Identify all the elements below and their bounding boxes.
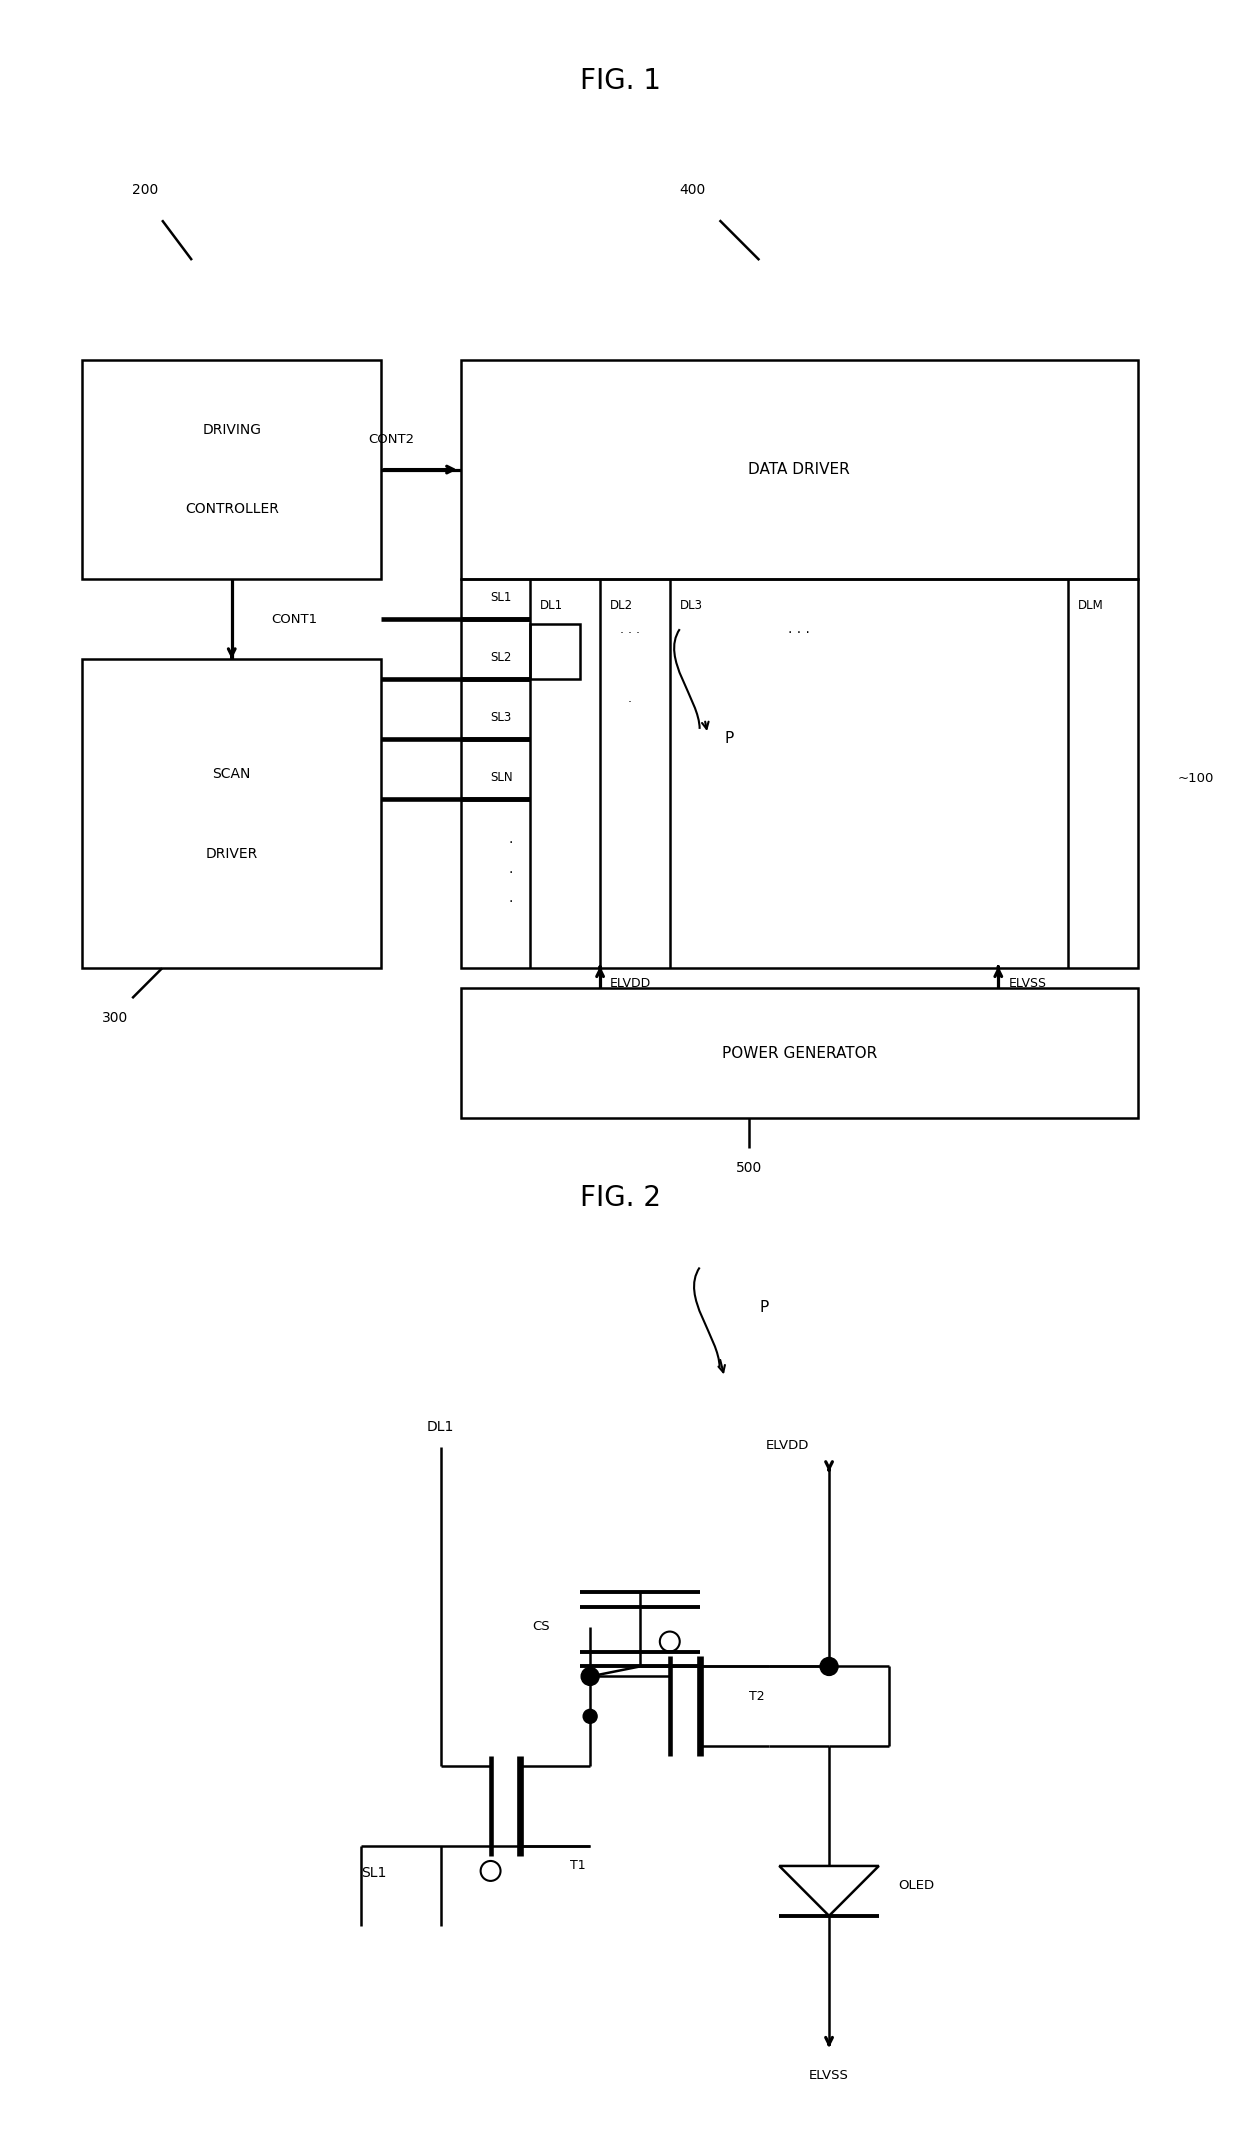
Text: .: . xyxy=(508,861,512,876)
Bar xyxy=(531,625,580,679)
Text: . . .: . . . xyxy=(789,623,810,636)
Text: POWER GENERATOR: POWER GENERATOR xyxy=(722,1046,877,1061)
Bar xyxy=(461,361,1137,580)
Text: 400: 400 xyxy=(680,183,706,198)
Text: P: P xyxy=(725,730,734,745)
Bar xyxy=(82,361,381,580)
Text: .: . xyxy=(508,891,512,906)
Text: SL1: SL1 xyxy=(361,1867,387,1880)
Text: 500: 500 xyxy=(737,1160,763,1175)
Text: SLN: SLN xyxy=(491,771,513,784)
Circle shape xyxy=(583,1710,598,1723)
Bar xyxy=(82,659,381,969)
Bar xyxy=(461,580,1137,969)
Text: T1: T1 xyxy=(570,1860,585,1873)
Bar xyxy=(461,988,1137,1117)
Text: 200: 200 xyxy=(133,183,159,198)
Text: SL3: SL3 xyxy=(491,711,512,724)
Text: OLED: OLED xyxy=(899,1880,935,1892)
Text: ~100: ~100 xyxy=(1178,773,1214,786)
Text: . . .: . . . xyxy=(620,623,640,636)
Text: DL3: DL3 xyxy=(680,599,703,612)
Text: SL1: SL1 xyxy=(491,591,512,604)
Text: ELVDD: ELVDD xyxy=(766,1439,810,1452)
Text: SL2: SL2 xyxy=(491,651,512,664)
Circle shape xyxy=(820,1658,838,1675)
Text: CONT2: CONT2 xyxy=(368,434,414,447)
Text: .: . xyxy=(627,692,632,705)
Text: .: . xyxy=(508,831,512,846)
Text: DL1: DL1 xyxy=(541,599,563,612)
Text: P: P xyxy=(759,1300,769,1315)
Text: CONT1: CONT1 xyxy=(272,612,317,625)
Text: DL1: DL1 xyxy=(427,1420,455,1435)
Text: CONTROLLER: CONTROLLER xyxy=(185,503,279,516)
Text: DL2: DL2 xyxy=(610,599,634,612)
Text: T2: T2 xyxy=(749,1690,765,1703)
Text: FIG. 2: FIG. 2 xyxy=(579,1184,661,1211)
Text: DRIVER: DRIVER xyxy=(206,846,258,861)
Text: DATA DRIVER: DATA DRIVER xyxy=(748,462,851,477)
Text: DLM: DLM xyxy=(1078,599,1104,612)
Text: ELVSS: ELVSS xyxy=(1008,977,1047,990)
Text: 300: 300 xyxy=(103,1012,129,1025)
Text: SCAN: SCAN xyxy=(212,767,250,780)
Text: CS: CS xyxy=(533,1620,551,1632)
Text: ELVDD: ELVDD xyxy=(610,977,651,990)
Circle shape xyxy=(582,1667,599,1686)
Text: DRIVING: DRIVING xyxy=(202,423,262,436)
Text: ELVSS: ELVSS xyxy=(810,2069,849,2081)
Text: FIG. 1: FIG. 1 xyxy=(579,67,661,95)
